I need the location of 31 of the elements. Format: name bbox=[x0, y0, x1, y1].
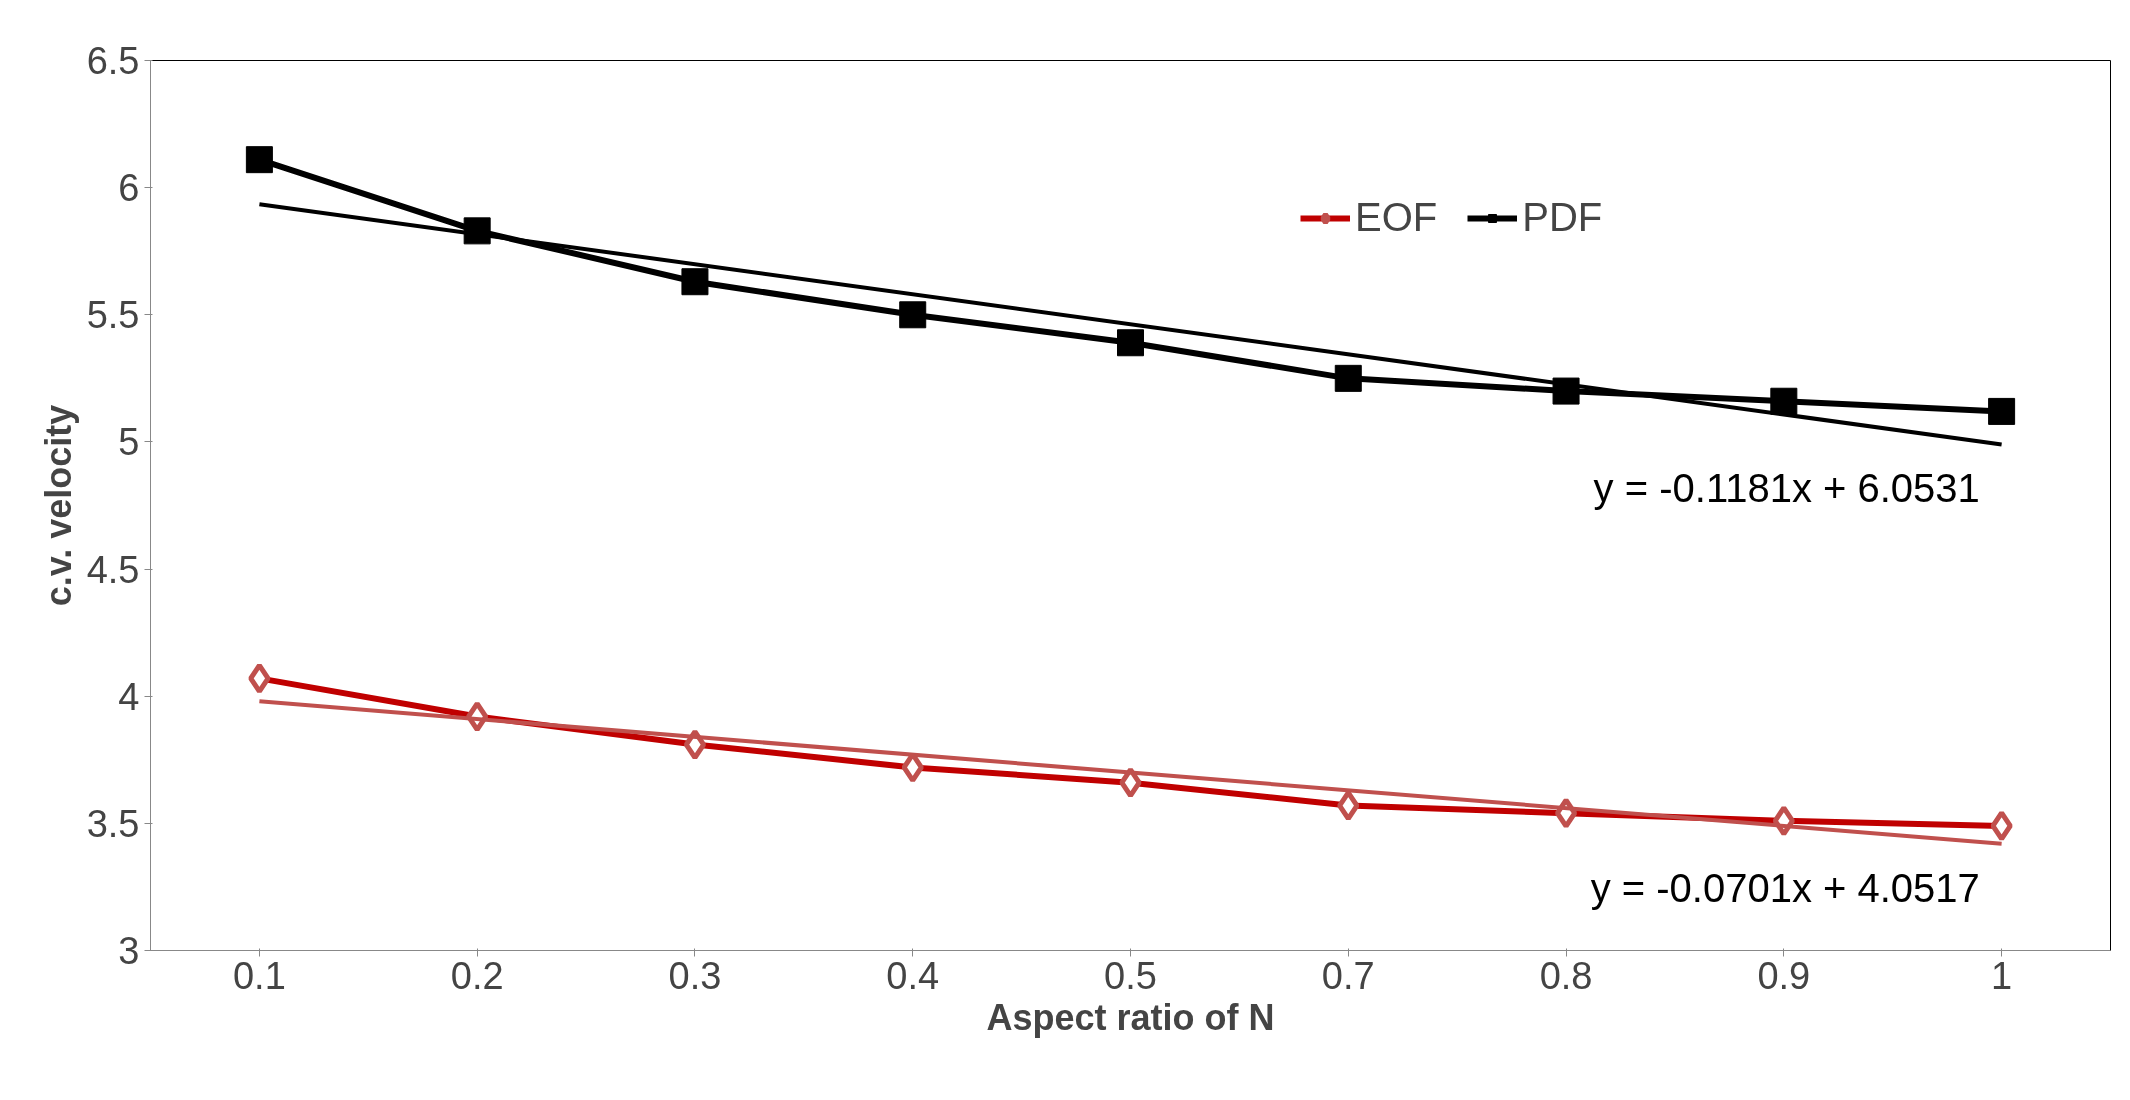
legend-label: EOF bbox=[1355, 195, 1438, 240]
legend-label: PDF bbox=[1522, 195, 1603, 240]
x-tick-label: 0.4 bbox=[886, 954, 940, 997]
point bbox=[1770, 387, 1798, 415]
point bbox=[899, 301, 927, 329]
point bbox=[245, 146, 273, 174]
y-tick-label: 3.5 bbox=[86, 802, 140, 845]
y-tick-label: 3 bbox=[118, 930, 140, 972]
y-tick-label: 4 bbox=[118, 675, 140, 718]
x-axis-title: Aspect ratio of N bbox=[986, 996, 1275, 1038]
point bbox=[1552, 377, 1580, 405]
x-tick-label: 0.3 bbox=[668, 954, 722, 997]
point bbox=[1988, 397, 2016, 425]
annotation: y = -0.0701x + 4.0517 bbox=[1590, 865, 1980, 910]
y-axis-title: c.v. velocity bbox=[37, 404, 79, 607]
x-tick-label: 1 bbox=[1991, 954, 2013, 997]
y-tick-label: 6 bbox=[118, 167, 140, 210]
y-tick-label: 5.5 bbox=[86, 294, 140, 337]
point bbox=[1334, 364, 1362, 392]
x-tick-label: 0.9 bbox=[1757, 954, 1811, 997]
x-tick-label: 0.7 bbox=[1321, 954, 1375, 997]
x-tick-label: 0.8 bbox=[1539, 954, 1593, 997]
y-tick-label: 6.5 bbox=[86, 40, 140, 82]
y-tick-label: 5 bbox=[118, 421, 140, 464]
x-tick-label: 0.2 bbox=[450, 954, 504, 997]
y-tick-label: 4.5 bbox=[86, 548, 140, 591]
annotation: y = -0.1181x + 6.0531 bbox=[1593, 466, 1980, 511]
x-tick-label: 0.5 bbox=[1104, 954, 1157, 997]
point bbox=[681, 268, 709, 296]
x-tick-label: 0.1 bbox=[232, 954, 286, 997]
point bbox=[1117, 329, 1144, 357]
